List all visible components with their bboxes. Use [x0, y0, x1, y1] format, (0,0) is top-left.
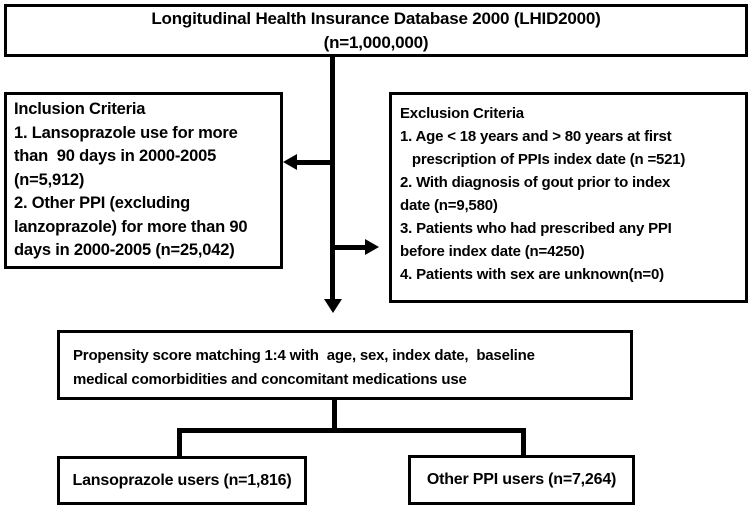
- connector-matching-stem: [332, 400, 337, 431]
- exclusion-line: date (n=9,580): [400, 197, 498, 214]
- exclusion-line: 4. Patients with sex are unknown(n=0): [400, 266, 664, 283]
- box-database: Longitudinal Health Insurance Database 2…: [4, 4, 748, 57]
- connector-to-lansoprazole-users: [177, 428, 182, 457]
- matching-line: medical comorbidities and concomitant me…: [73, 371, 467, 388]
- box-inclusion-criteria: Inclusion Criteria 1. Lansoprazole use f…: [4, 92, 283, 269]
- inclusion-line: 2. Other PPI (excluding: [14, 194, 191, 212]
- box-exclusion-criteria: Exclusion Criteria 1. Age < 18 years and…: [389, 92, 748, 303]
- matching-line: Propensity score matching 1:4 with age, …: [73, 347, 535, 364]
- inclusion-line: lanzoprazole) for more than 90: [14, 217, 248, 236]
- exclusion-title: Exclusion Criteria: [400, 105, 524, 122]
- connector-branch-bar: [177, 428, 526, 433]
- exclusion-line: 1. Age < 18 years and > 80 years at firs…: [400, 128, 672, 145]
- inclusion-line: (n=5,912): [14, 170, 85, 189]
- inclusion-line: days in 2000-2005 (n=25,042): [14, 241, 235, 259]
- connector-to-exclusion: [335, 245, 365, 250]
- connector-to-inclusion: [296, 160, 335, 165]
- exclusion-line: before index date (n=4250): [400, 243, 585, 260]
- database-line: Longitudinal Health Insurance Database 2…: [151, 8, 601, 28]
- lansoprazole-users-label: Lansoprazole users (n=1,816): [72, 471, 292, 489]
- database-count: (n=1,000,000): [323, 32, 429, 52]
- arrowhead-left-icon: [283, 154, 297, 170]
- arrowhead-down-icon: [324, 299, 342, 313]
- arrowhead-right-icon: [365, 239, 379, 255]
- inclusion-line: 1. Lansoprazole use for more: [14, 123, 238, 142]
- inclusion-title: Inclusion Criteria: [14, 100, 146, 118]
- other-ppi-users-label: Other PPI users (n=7,264): [426, 471, 617, 488]
- box-propensity-matching: Propensity score matching 1:4 with age, …: [57, 330, 633, 400]
- exclusion-line: 3. Patients who had prescribed any PPI: [400, 220, 672, 237]
- exclusion-line: prescription of PPIs index date (n =521): [400, 151, 686, 168]
- connector-to-other-ppi-users: [521, 428, 526, 456]
- box-other-ppi-users: Other PPI users (n=7,264): [408, 455, 635, 505]
- inclusion-line: than 90 days in 2000-2005: [14, 147, 217, 165]
- connector-database-to-matching: [330, 57, 335, 299]
- box-lansoprazole-users: Lansoprazole users (n=1,816): [57, 456, 307, 505]
- exclusion-line: 2. With diagnosis of gout prior to index: [400, 174, 671, 191]
